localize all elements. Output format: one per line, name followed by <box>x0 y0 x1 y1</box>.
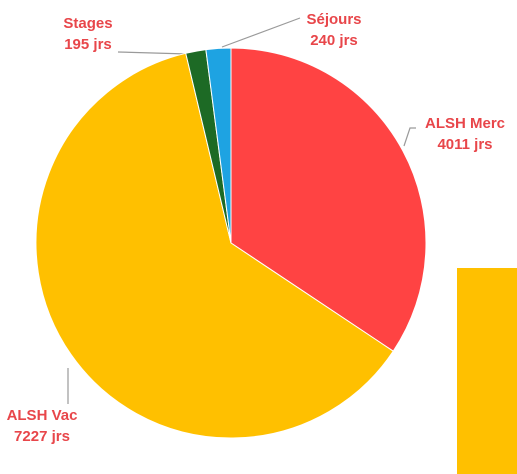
data-label-value: 195 jrs <box>64 36 112 53</box>
data-label-value: 7227 jrs <box>14 428 70 445</box>
leader-line <box>117 51 189 55</box>
data-label-value: 240 jrs <box>310 32 358 49</box>
leader-line <box>403 127 416 147</box>
pie-slice <box>35 52 394 439</box>
data-label-name: Stages <box>63 15 112 32</box>
pie-slice <box>205 47 232 244</box>
data-label-name: ALSH Vac <box>7 407 78 424</box>
data-label-name: Séjours <box>306 11 361 28</box>
leader-line <box>221 17 301 48</box>
data-label-name: ALSH Merc <box>425 115 505 132</box>
legend-fragment <box>457 268 517 474</box>
data-label-value: 4011 jrs <box>437 136 492 153</box>
